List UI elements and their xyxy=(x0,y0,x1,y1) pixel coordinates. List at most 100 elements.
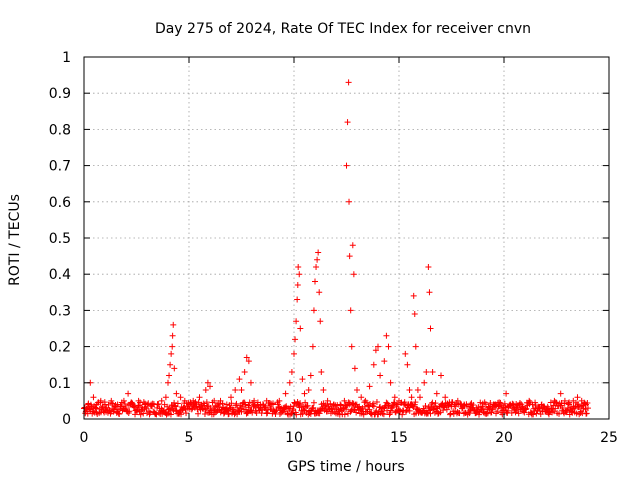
data-point xyxy=(578,397,585,404)
data-point xyxy=(476,411,483,418)
data-point xyxy=(559,405,566,412)
data-point xyxy=(429,399,436,406)
data-point xyxy=(181,397,188,404)
data-point xyxy=(196,394,203,401)
data-point xyxy=(109,400,116,407)
data-point xyxy=(302,399,309,406)
data-point xyxy=(309,343,316,350)
data-point xyxy=(376,404,383,411)
data-point xyxy=(310,399,317,406)
data-point xyxy=(399,411,406,418)
y-tick-label: 0.8 xyxy=(49,122,71,138)
data-point xyxy=(557,390,564,397)
data-point xyxy=(411,311,418,318)
data-point xyxy=(188,406,195,413)
data-point xyxy=(92,404,99,411)
data-point xyxy=(304,402,311,409)
data-point xyxy=(211,397,218,404)
data-point xyxy=(173,407,180,414)
data-point xyxy=(552,399,559,406)
data-point xyxy=(102,401,108,408)
data-point xyxy=(366,406,373,413)
data-point xyxy=(482,401,489,408)
data-point xyxy=(408,394,415,401)
data-point xyxy=(526,397,533,404)
data-point xyxy=(138,407,145,414)
data-point xyxy=(366,383,373,390)
data-point xyxy=(232,387,239,394)
data-point xyxy=(385,343,392,350)
data-point xyxy=(270,401,276,408)
data-point xyxy=(426,289,433,296)
data-point xyxy=(341,411,348,418)
data-point xyxy=(183,410,190,417)
data-point xyxy=(396,408,403,415)
data-point xyxy=(473,405,480,412)
data-point xyxy=(362,397,369,404)
data-point xyxy=(330,401,337,408)
data-point xyxy=(178,411,185,418)
data-point xyxy=(242,401,249,408)
data-point xyxy=(346,253,353,260)
y-tick-label: 1 xyxy=(62,50,71,66)
data-point xyxy=(92,405,99,412)
data-point xyxy=(293,318,300,325)
data-point xyxy=(177,394,184,401)
data-point xyxy=(568,408,575,415)
data-point xyxy=(201,402,208,409)
x-tick-label: 0 xyxy=(80,430,89,446)
data-point xyxy=(443,406,450,413)
data-point xyxy=(190,397,197,404)
data-point xyxy=(406,407,413,414)
y-tick-label: 0 xyxy=(62,412,71,428)
data-point xyxy=(228,394,234,401)
data-point xyxy=(90,394,97,401)
y-tick-label: 0.2 xyxy=(49,340,71,356)
data-point xyxy=(515,410,522,417)
data-point xyxy=(359,405,366,412)
data-point xyxy=(379,410,386,417)
data-point xyxy=(263,397,270,404)
data-point xyxy=(115,410,122,417)
y-tick-label: 0.7 xyxy=(49,159,71,175)
data-point xyxy=(316,410,323,417)
data-point xyxy=(523,405,530,412)
data-point xyxy=(297,325,304,332)
data-point xyxy=(296,404,303,411)
data-point xyxy=(318,368,325,375)
data-point xyxy=(207,383,213,390)
data-point xyxy=(173,390,180,397)
data-point xyxy=(583,410,590,417)
data-point xyxy=(440,403,447,410)
data-point xyxy=(518,401,525,408)
data-point xyxy=(93,401,100,408)
data-point xyxy=(310,307,317,314)
data-point xyxy=(585,405,591,412)
data-point xyxy=(521,409,528,416)
data-point xyxy=(530,411,537,418)
data-point xyxy=(347,307,354,314)
data-point xyxy=(235,408,242,415)
data-point xyxy=(570,397,577,404)
data-point xyxy=(195,410,202,417)
data-point xyxy=(380,411,387,418)
data-point xyxy=(343,406,350,413)
data-points xyxy=(82,79,591,412)
data-point xyxy=(433,404,440,411)
data-point xyxy=(428,401,435,408)
data-point xyxy=(221,409,228,416)
data-point xyxy=(351,365,358,372)
data-point xyxy=(386,411,393,418)
data-point xyxy=(383,332,390,339)
data-point xyxy=(108,397,115,404)
data-point xyxy=(467,401,474,408)
data-point xyxy=(388,405,395,412)
data-point xyxy=(346,198,353,205)
data-point xyxy=(244,408,251,415)
data-point xyxy=(339,405,346,412)
data-point xyxy=(574,394,581,401)
data-point xyxy=(501,400,508,407)
data-point xyxy=(414,387,421,394)
data-point xyxy=(343,162,350,169)
data-point xyxy=(286,379,293,386)
